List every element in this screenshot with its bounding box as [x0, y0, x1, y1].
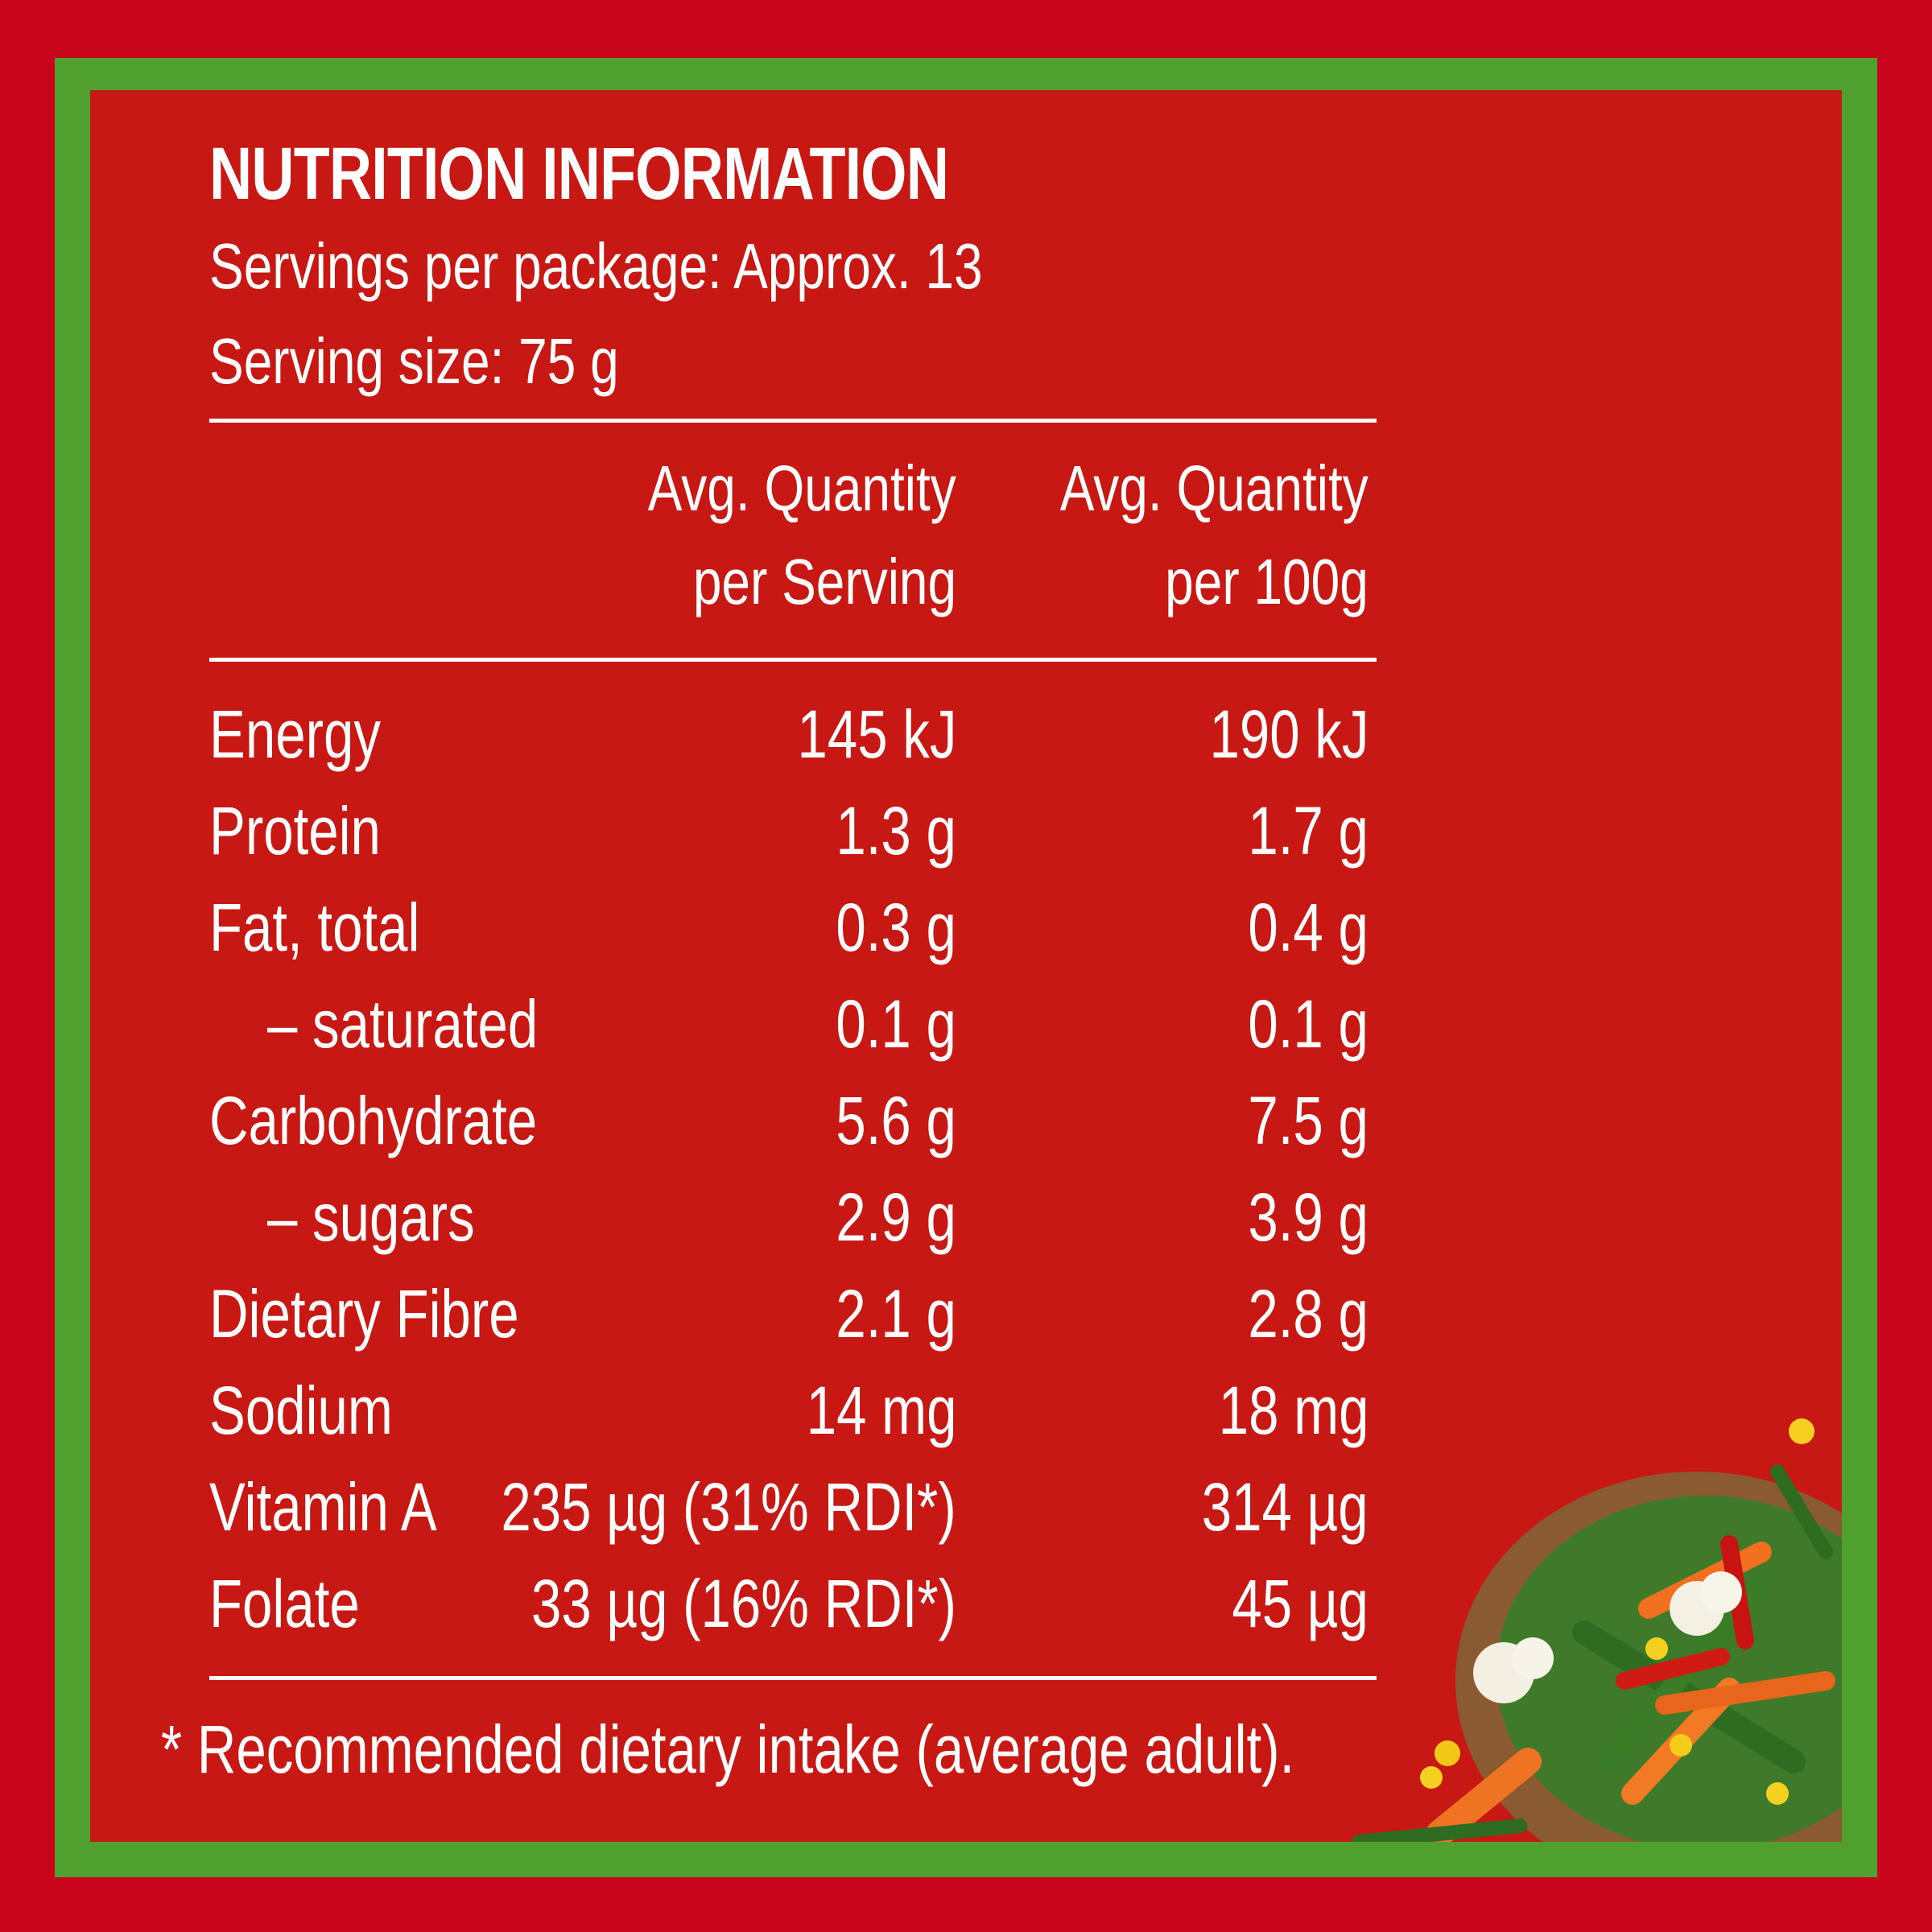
- column-headers: Avg. Quantity per Serving Avg. Quantity …: [209, 423, 1377, 658]
- table-row: – saturated 0.1 g 0.1 g: [209, 976, 1377, 1072]
- value-per-100g: 7.5 g: [1248, 1083, 1368, 1158]
- divider-header: [209, 658, 1377, 662]
- value-per-serving: 145 kJ: [797, 696, 956, 772]
- value-per-serving: 5.6 g: [836, 1083, 956, 1158]
- nutrient-label: Fat, total: [209, 890, 420, 965]
- divider-top: [209, 419, 1377, 423]
- vegetable-bowl-icon: [1352, 1418, 1842, 1842]
- nutrient-label: Vitamin A: [209, 1469, 437, 1545]
- servings-per-package: Servings per package: Approx. 13: [209, 230, 983, 302]
- value-per-serving: 0.1 g: [836, 986, 956, 1062]
- header-per-100g-line1: Avg. Quantity: [1059, 452, 1368, 524]
- table-row: Fat, total 0.3 g 0.4 g: [209, 879, 1377, 976]
- value-per-100g: 314 µg: [1202, 1469, 1368, 1545]
- table-row: Energy 145 kJ 190 kJ: [209, 686, 1377, 782]
- table-row: Protein 1.3 g 1.7 g: [209, 782, 1377, 879]
- nutrient-label: – sugars: [267, 1179, 475, 1255]
- value-per-serving: 2.9 g: [836, 1179, 956, 1255]
- nutrient-label: Sodium: [209, 1373, 393, 1448]
- page-title: NUTRITION INFORMATION: [209, 133, 949, 215]
- footnote: * Recommended dietary intake (average ad…: [161, 1711, 1295, 1787]
- value-per-serving: 33 µg (16% RDI*): [531, 1566, 956, 1641]
- nutrition-table: NUTRITION INFORMATION Servings per packa…: [161, 129, 1377, 1798]
- nutrient-label: – saturated: [267, 986, 539, 1062]
- header-per-100g-line2: per 100g: [1165, 546, 1368, 617]
- value-per-serving: 235 µg (31% RDI*): [501, 1469, 956, 1545]
- value-per-100g: 1.7 g: [1248, 793, 1368, 869]
- value-per-serving: 0.3 g: [836, 890, 956, 965]
- nutrient-label: Folate: [209, 1566, 360, 1641]
- table-row: Sodium 14 mg 18 mg: [209, 1362, 1377, 1459]
- table-row: Vitamin A 235 µg (31% RDI*) 314 µg: [209, 1459, 1377, 1555]
- value-per-serving: 1.3 g: [836, 793, 956, 869]
- value-per-100g: 45 µg: [1232, 1566, 1368, 1641]
- serving-size: Serving size: 75 g: [209, 325, 619, 397]
- nutrient-label: Dietary Fibre: [209, 1276, 519, 1352]
- value-per-100g: 0.4 g: [1248, 890, 1368, 965]
- header-per-serving-line2: per Serving: [692, 546, 956, 617]
- value-per-serving: 2.1 g: [836, 1276, 956, 1352]
- nutrition-panel: NUTRITION INFORMATION Servings per packa…: [90, 90, 1842, 1842]
- table-row: Dietary Fibre 2.1 g 2.8 g: [209, 1265, 1377, 1362]
- header-per-serving-line1: Avg. Quantity: [647, 452, 956, 524]
- value-per-100g: 18 mg: [1218, 1373, 1368, 1448]
- value-per-100g: 2.8 g: [1248, 1276, 1368, 1352]
- divider-bottom: [209, 1676, 1377, 1680]
- value-per-100g: 3.9 g: [1248, 1179, 1368, 1255]
- table-row: Carbohydrate 5.6 g 7.5 g: [209, 1072, 1377, 1169]
- value-per-100g: 190 kJ: [1209, 696, 1368, 772]
- table-row: – sugars 2.9 g 3.9 g: [209, 1169, 1377, 1265]
- nutrient-rows: Energy 145 kJ 190 kJ Protein 1.3 g 1.7 g…: [209, 662, 1377, 1676]
- nutrient-label: Protein: [209, 793, 381, 869]
- nutrient-label: Carbohydrate: [209, 1083, 538, 1158]
- nutrient-label: Energy: [209, 696, 381, 772]
- value-per-serving: 14 mg: [806, 1373, 956, 1448]
- table-row: Folate 33 µg (16% RDI*) 45 µg: [209, 1555, 1377, 1652]
- value-per-100g: 0.1 g: [1248, 986, 1368, 1062]
